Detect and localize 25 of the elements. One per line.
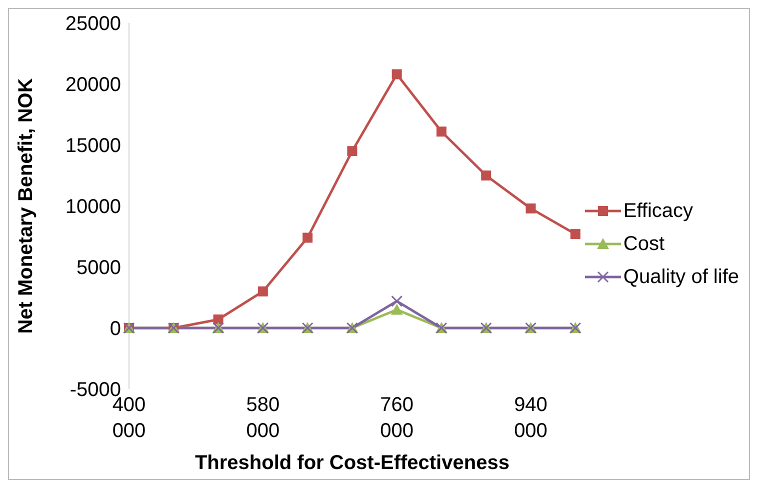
y-tick-label: 0 [110,318,121,340]
x-tick-label: 940 000 [514,394,548,442]
point [347,146,358,156]
y-tick-label: 20000 [65,74,121,96]
x-tick-label: 580 000 [246,394,280,442]
point [526,203,536,214]
y-axis-title: Net Monetary Benefit, NOK [15,78,38,334]
legend-label: Efficacy [623,200,694,222]
y-tick-label: 15000 [65,135,121,158]
legend-label: Cost [623,232,665,256]
point [302,232,313,243]
point [392,69,402,80]
point [213,314,224,324]
point [436,126,446,137]
y-tick-label: 5000 [76,257,121,280]
point [258,286,268,296]
point [570,229,580,240]
legend-label: Quality of life [623,266,739,288]
point [391,295,403,307]
y-tick-label: 10000 [65,196,121,218]
y-tick-label: 25000 [65,13,121,36]
point [481,170,492,180]
x-axis-title: Threshold for Cost-Effectiveness [194,452,510,474]
point [390,304,403,315]
x-tick-label: 760 000 [380,394,414,442]
